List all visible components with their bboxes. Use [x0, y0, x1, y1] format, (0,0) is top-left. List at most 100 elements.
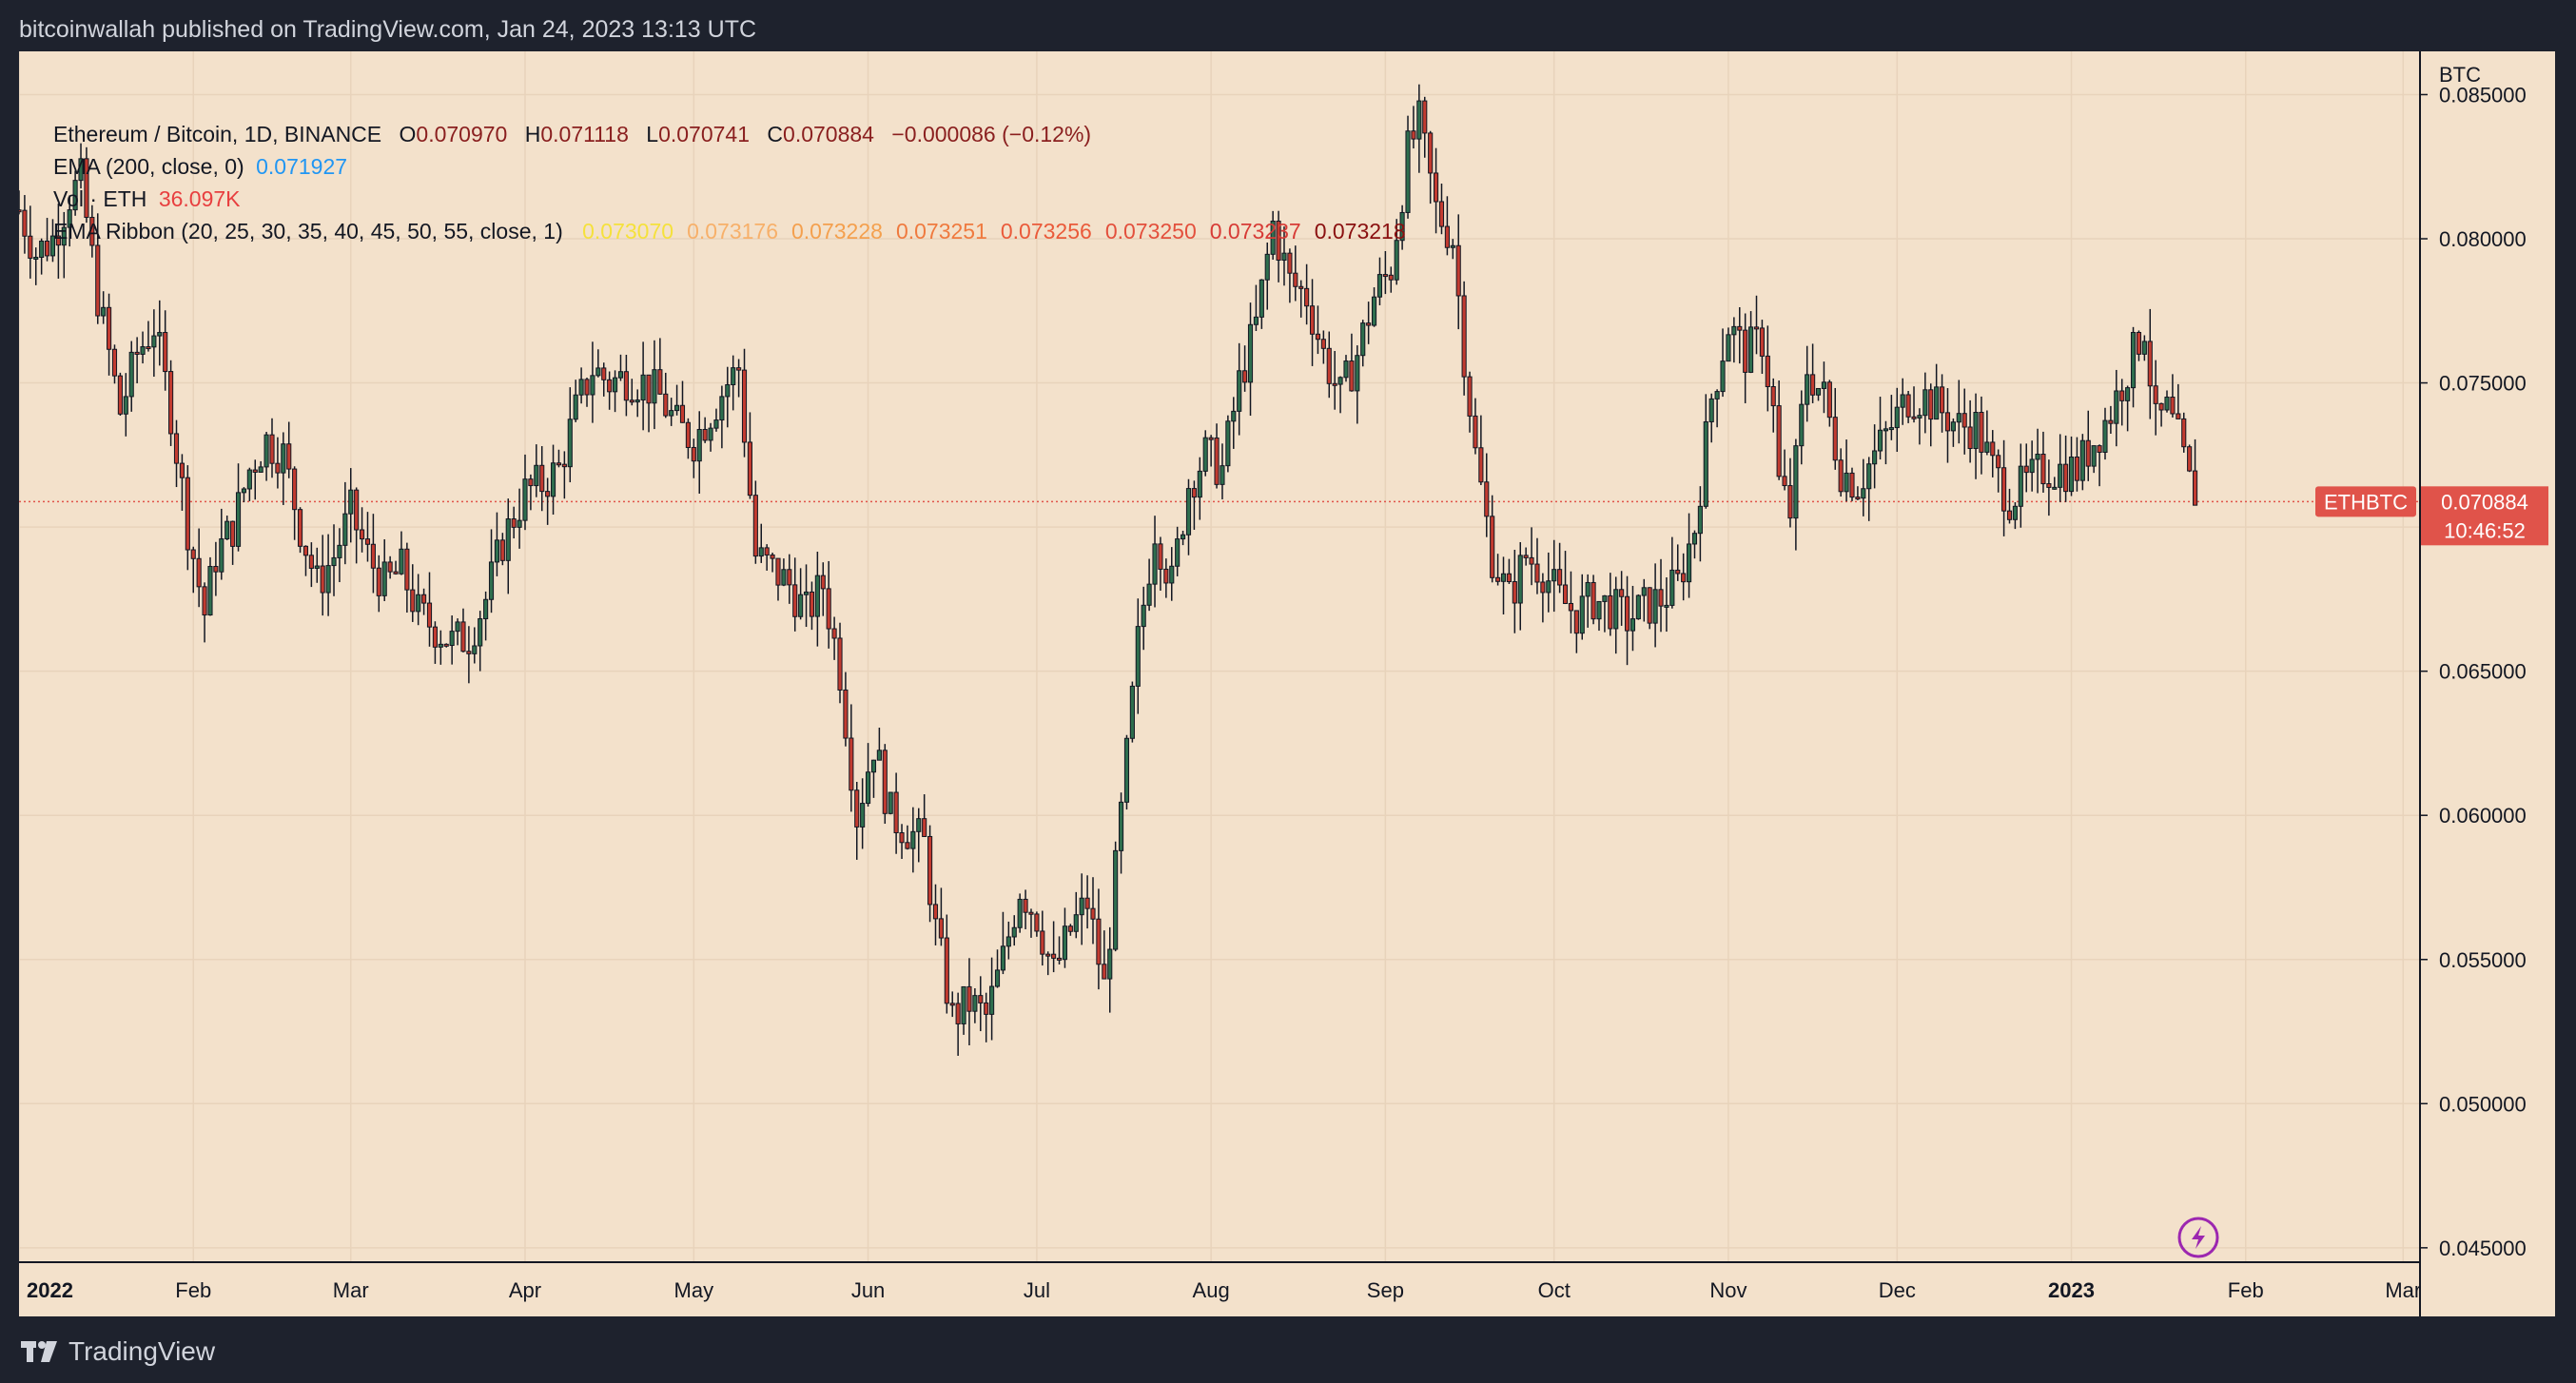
candle [2170, 374, 2176, 418]
candle [1326, 331, 1332, 399]
legend-ema-row[interactable]: EMA (200, close, 0) 0.071927 [53, 150, 1406, 183]
candle [1506, 558, 1512, 584]
candle [1681, 553, 1687, 601]
candle [550, 444, 556, 516]
candle [1102, 930, 1107, 980]
candle [2187, 444, 2193, 473]
candle [1635, 594, 1641, 620]
candle [1590, 575, 1596, 625]
candle [1793, 438, 1799, 551]
candle [764, 544, 770, 571]
candle [1647, 587, 1652, 630]
time-axis[interactable]: 2022 Feb Mar Apr May Jun Jul Aug Sep Oct Nov Dec 202… [27, 1278, 2421, 1302]
candle [1961, 388, 1967, 455]
candle [1045, 951, 1051, 976]
candle [2176, 383, 2181, 419]
candle [1855, 486, 1861, 500]
candle [1928, 383, 1934, 447]
ema-label: EMA (200, close, 0) [53, 154, 244, 179]
candle [39, 238, 45, 275]
candle [1720, 328, 1726, 398]
candle [1247, 302, 1254, 417]
candle [1495, 554, 1501, 586]
candle [1084, 875, 1090, 929]
candle [1602, 594, 1608, 633]
candle [202, 582, 207, 643]
price-axis[interactable]: 0.0850000.0800000.0750000.0700000.065000… [2420, 83, 2527, 1260]
candle [2181, 412, 2187, 453]
candle [252, 459, 258, 500]
last-price-badge: ETHBTC 0.070884 10:46:52 [2315, 486, 2548, 546]
candle [1320, 330, 1326, 364]
candle [1051, 921, 1057, 973]
candle [2136, 330, 2142, 361]
candle [1253, 284, 1259, 331]
candle [72, 170, 78, 216]
low-label: L [646, 122, 659, 146]
candle [652, 340, 657, 430]
candle [984, 992, 989, 1042]
ema-ribbon-label: EMA Ribbon (20, 25, 30, 35, 40, 45, 50, … [53, 219, 563, 243]
candle [348, 468, 354, 543]
candle [1034, 911, 1040, 937]
candle [1973, 393, 1979, 479]
candle [1107, 926, 1113, 1013]
candle [966, 958, 972, 1046]
tradingview-logo[interactable]: TradingView [21, 1336, 215, 1366]
candle [269, 418, 275, 478]
candle [601, 362, 607, 397]
y-axis-unit: BTC [2439, 63, 2481, 87]
candle [387, 555, 393, 579]
candle [224, 516, 230, 540]
candle [2102, 407, 2108, 460]
lightning-icon[interactable] [2177, 1217, 2219, 1258]
candle [674, 384, 680, 416]
chart-area[interactable]: Ethereum / Bitcoin, 1D, BINANCE O0.07097… [16, 51, 2555, 1316]
candle [1467, 371, 1473, 433]
time-tick-label: Feb [175, 1278, 211, 1302]
candle [1703, 394, 1708, 509]
candle [1737, 306, 1743, 364]
candle [511, 506, 517, 539]
candle [2114, 369, 2119, 447]
candle [1585, 574, 1590, 628]
change-value: −0.000086 (−0.12%) [891, 122, 1092, 146]
candle [932, 884, 939, 945]
candle [1225, 415, 1231, 473]
candle [432, 621, 438, 664]
candle [1298, 280, 1304, 318]
candle [725, 366, 731, 428]
candle [1922, 372, 1928, 434]
legend-ribbon-row[interactable]: EMA Ribbon (20, 25, 30, 35, 40, 45, 50, … [53, 215, 1406, 247]
legend-volume-row[interactable]: Vol · ETH 36.097K [53, 183, 1406, 215]
candle [325, 534, 331, 616]
candle [1675, 544, 1681, 581]
candle [337, 528, 342, 582]
grid [18, 51, 2420, 1262]
candle [1152, 516, 1158, 608]
candle [1366, 302, 1372, 344]
symbol-description[interactable]: Ethereum / Bitcoin, 1D, BINANCE [53, 122, 382, 146]
candle [263, 432, 269, 481]
candle [1996, 449, 2001, 493]
candle [16, 190, 22, 215]
candle [1023, 889, 1028, 929]
candle [230, 520, 236, 565]
tradingview-mark-icon [21, 1341, 57, 1362]
candle [320, 535, 325, 616]
candle [286, 421, 292, 478]
candle [1388, 266, 1394, 293]
candle [1877, 397, 1883, 460]
candle [1573, 610, 1579, 653]
candle [1979, 396, 1984, 475]
candle [2001, 439, 2007, 536]
candle [1540, 573, 1546, 623]
candle [702, 417, 708, 443]
candle [1782, 449, 1787, 491]
candle [1332, 351, 1337, 410]
price-chart[interactable]: BTC 0.0850000.0800000.0750000.0700000.06… [16, 51, 2555, 1316]
time-tick-label: Nov [1709, 1278, 1747, 1302]
candle [1259, 279, 1264, 329]
candle [1708, 393, 1714, 443]
candle [1416, 84, 1422, 173]
